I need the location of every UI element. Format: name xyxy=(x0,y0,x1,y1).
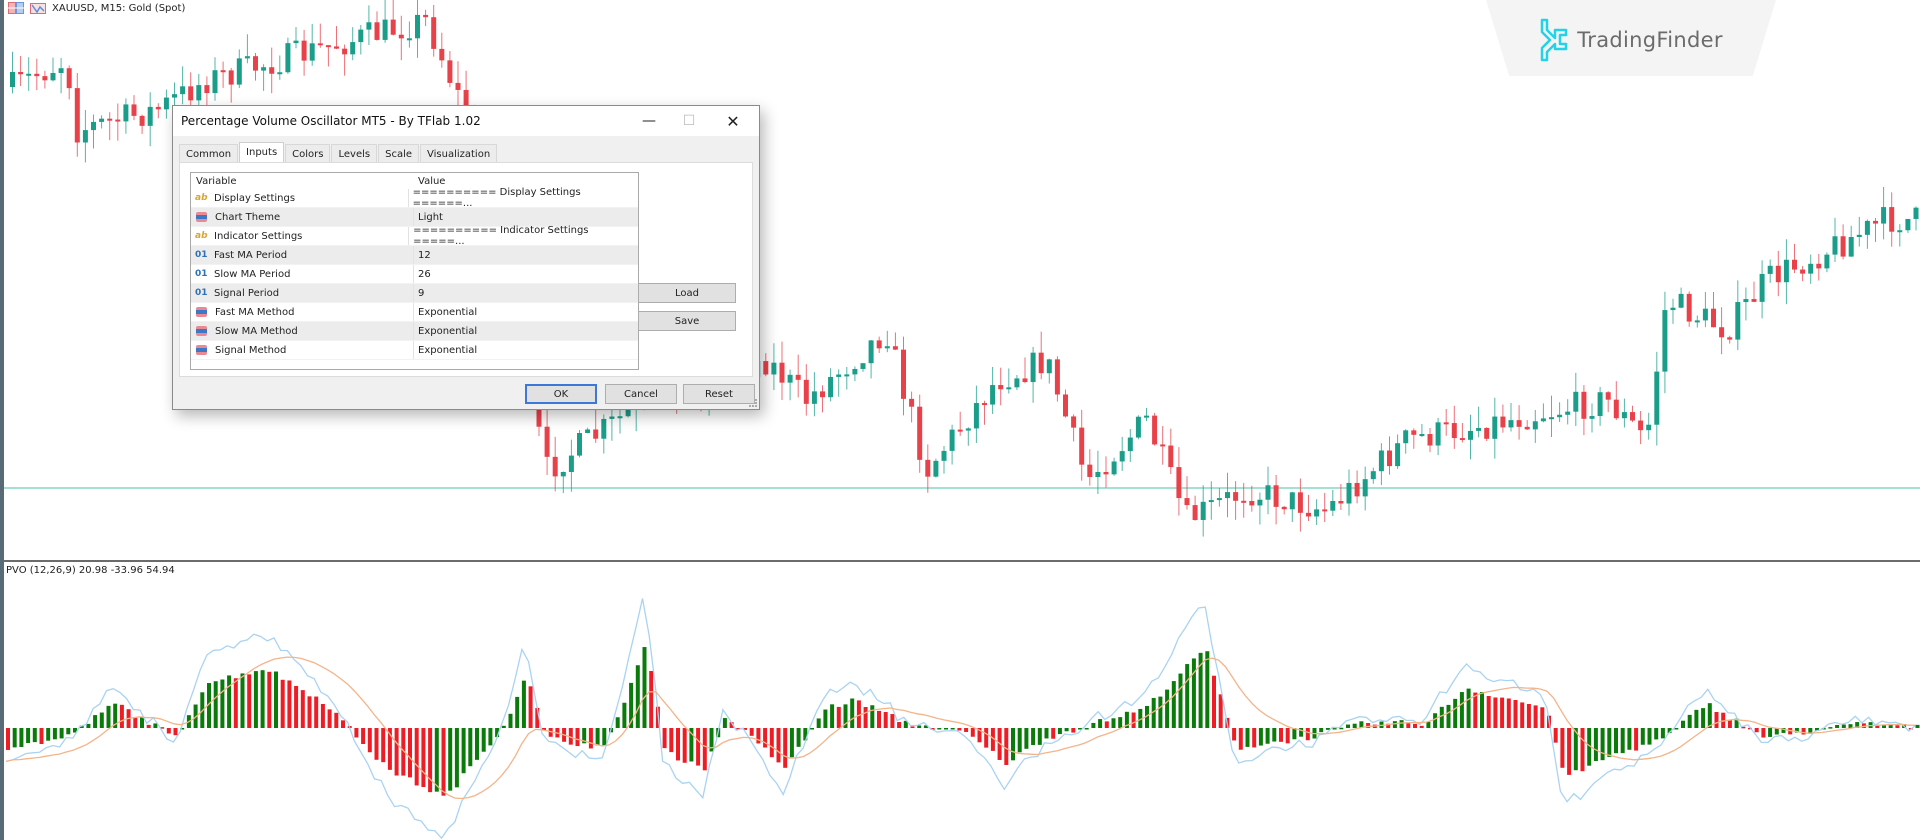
dialog-title-bar[interactable]: Percentage Volume Oscillator MT5 - By TF… xyxy=(173,106,759,136)
input-variable-cell: 01 Slow MA Period xyxy=(191,265,414,283)
input-value-cell[interactable]: Exponential xyxy=(418,325,478,337)
grid-header: Variable Value xyxy=(191,173,638,189)
load-button[interactable]: Load xyxy=(638,283,736,303)
input-variable-label: Slow MA Period xyxy=(214,268,291,280)
input-row[interactable]: Chart Theme Light xyxy=(191,208,638,227)
integer-type-icon: 01 xyxy=(195,250,208,260)
input-variable-cell: 01 Signal Period xyxy=(191,284,414,302)
input-row[interactable]: 01 Signal Period 9 xyxy=(191,284,638,303)
pvo-indicator-label: PVO (12,26,9) 20.98 -33.96 54.94 xyxy=(6,565,175,576)
price-chart[interactable] xyxy=(4,0,1920,560)
input-value-cell[interactable]: 9 xyxy=(418,287,425,299)
resize-grip[interactable] xyxy=(749,399,757,407)
tradingfinder-watermark: TradingFinder xyxy=(1486,0,1776,76)
input-row[interactable]: ab Indicator Settings ========== Indicator… xyxy=(191,225,638,247)
tab-common[interactable]: Common xyxy=(179,144,239,162)
inputs-panel: Variable Value ab Display Settings =======… xyxy=(179,162,753,377)
input-variable-cell: Slow MA Method xyxy=(191,322,414,340)
input-value-cell[interactable]: ========== Display Settings ======... xyxy=(412,187,581,209)
dialog-tabs: Common Inputs Colors Levels Scale Visual… xyxy=(179,142,498,163)
input-variable-label: Signal Method xyxy=(215,344,287,356)
input-value-cell[interactable]: 12 xyxy=(418,249,431,261)
input-row[interactable]: Fast MA Method Exponential xyxy=(191,303,638,322)
input-row[interactable]: Signal Method Exponential xyxy=(191,341,638,360)
input-value-cell[interactable]: 26 xyxy=(418,268,431,280)
input-variable-cell: 01 Fast MA Period xyxy=(191,246,414,264)
tab-inputs[interactable]: Inputs xyxy=(239,142,285,163)
tab-colors[interactable]: Colors xyxy=(285,144,331,162)
chart-grid-icon[interactable] xyxy=(8,2,24,14)
input-variable-label: Fast MA Method xyxy=(215,306,295,318)
input-variable-label: Indicator Settings xyxy=(214,230,303,242)
column-header-value[interactable]: Value xyxy=(418,175,446,187)
input-value-cell[interactable]: ========== Indicator Settings =====... xyxy=(413,225,589,247)
enum-type-icon xyxy=(196,212,207,222)
pane-separator[interactable] xyxy=(4,560,1920,562)
input-variable-label: Chart Theme xyxy=(215,211,281,223)
column-header-variable[interactable]: Variable xyxy=(196,175,237,187)
dialog-title: Percentage Volume Oscillator MT5 - By TF… xyxy=(181,114,481,128)
symbol-label: XAUUSD, M15: Gold (Spot) xyxy=(52,2,186,14)
input-row[interactable]: 01 Slow MA Period 26 xyxy=(191,265,638,284)
input-variable-cell: Chart Theme xyxy=(191,208,414,226)
string-type-icon: ab xyxy=(195,231,208,241)
input-variable-label: Slow MA Method xyxy=(215,325,298,337)
save-button[interactable]: Save xyxy=(638,311,736,331)
indicator-properties-dialog: Percentage Volume Oscillator MT5 - By TF… xyxy=(172,105,760,410)
ok-button[interactable]: OK xyxy=(525,384,597,404)
input-row[interactable]: Slow MA Method Exponential xyxy=(191,322,638,341)
pvo-oscillator-chart[interactable] xyxy=(4,562,1920,840)
input-value-cell[interactable]: Light xyxy=(418,211,443,223)
reset-button[interactable]: Reset xyxy=(683,384,755,404)
chart-candles-icon[interactable] xyxy=(30,2,46,14)
window-left-border xyxy=(0,0,4,840)
enum-type-icon xyxy=(196,307,207,317)
symbol-info: XAUUSD, M15: Gold (Spot) xyxy=(8,1,185,15)
tab-levels[interactable]: Levels xyxy=(331,144,378,162)
input-variable-label: Fast MA Period xyxy=(214,249,288,261)
integer-type-icon: 01 xyxy=(195,269,208,279)
close-button[interactable]: ✕ xyxy=(726,111,740,131)
input-value-cell[interactable]: Exponential xyxy=(418,306,478,318)
integer-type-icon: 01 xyxy=(195,288,208,298)
enum-type-icon xyxy=(196,326,207,336)
maximize-button[interactable]: ☐ xyxy=(682,113,696,129)
enum-type-icon xyxy=(196,345,207,355)
input-row[interactable]: 01 Fast MA Period 12 xyxy=(191,246,638,265)
input-variable-label: Display Settings xyxy=(214,192,296,204)
input-variable-cell: Signal Method xyxy=(191,341,414,359)
tab-scale[interactable]: Scale xyxy=(378,144,419,162)
inputs-grid: Variable Value ab Display Settings =======… xyxy=(190,172,639,370)
input-variable-cell: ab Display Settings xyxy=(191,189,409,207)
cancel-button[interactable]: Cancel xyxy=(605,384,677,404)
input-value-cell[interactable]: Exponential xyxy=(418,344,478,356)
input-variable-label: Signal Period xyxy=(214,287,280,299)
input-variable-cell: Fast MA Method xyxy=(191,303,414,321)
tradingfinder-logo-icon xyxy=(1540,18,1568,62)
minimize-button[interactable]: — xyxy=(642,113,656,129)
brand-name: TradingFinder xyxy=(1577,28,1723,52)
string-type-icon: ab xyxy=(195,193,208,203)
input-variable-cell: ab Indicator Settings xyxy=(191,227,410,245)
input-row[interactable]: ab Display Settings ========== Display Set… xyxy=(191,187,638,209)
tab-visualization[interactable]: Visualization xyxy=(420,144,498,162)
